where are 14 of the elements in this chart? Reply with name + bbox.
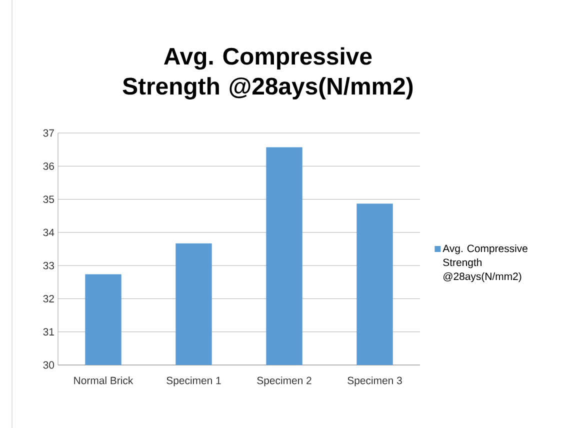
y-tick-label: 32 [43,295,54,302]
y-tick-label: 33 [43,262,54,270]
y-tick-label: 35 [43,196,54,203]
legend-label: Avg. Compressive Strength @28ays(N/mm2) [442,244,528,282]
x-tick-label: Normal Brick [74,376,134,384]
x-tick-label: Specimen 1 [166,376,221,386]
y-tick-label: 31 [43,328,54,336]
y-tick-label: 37 [43,129,54,137]
y-tick-label: 36 [43,162,54,170]
x-tick-label: Specimen 2 [257,376,312,386]
y-tick-label: 34 [43,228,54,236]
chart-title: Avg. Compressive Strength @28ays(N/mm2) [122,47,413,100]
y-tick-label: 30 [43,361,54,369]
x-tick-label: Specimen 3 [348,376,402,386]
